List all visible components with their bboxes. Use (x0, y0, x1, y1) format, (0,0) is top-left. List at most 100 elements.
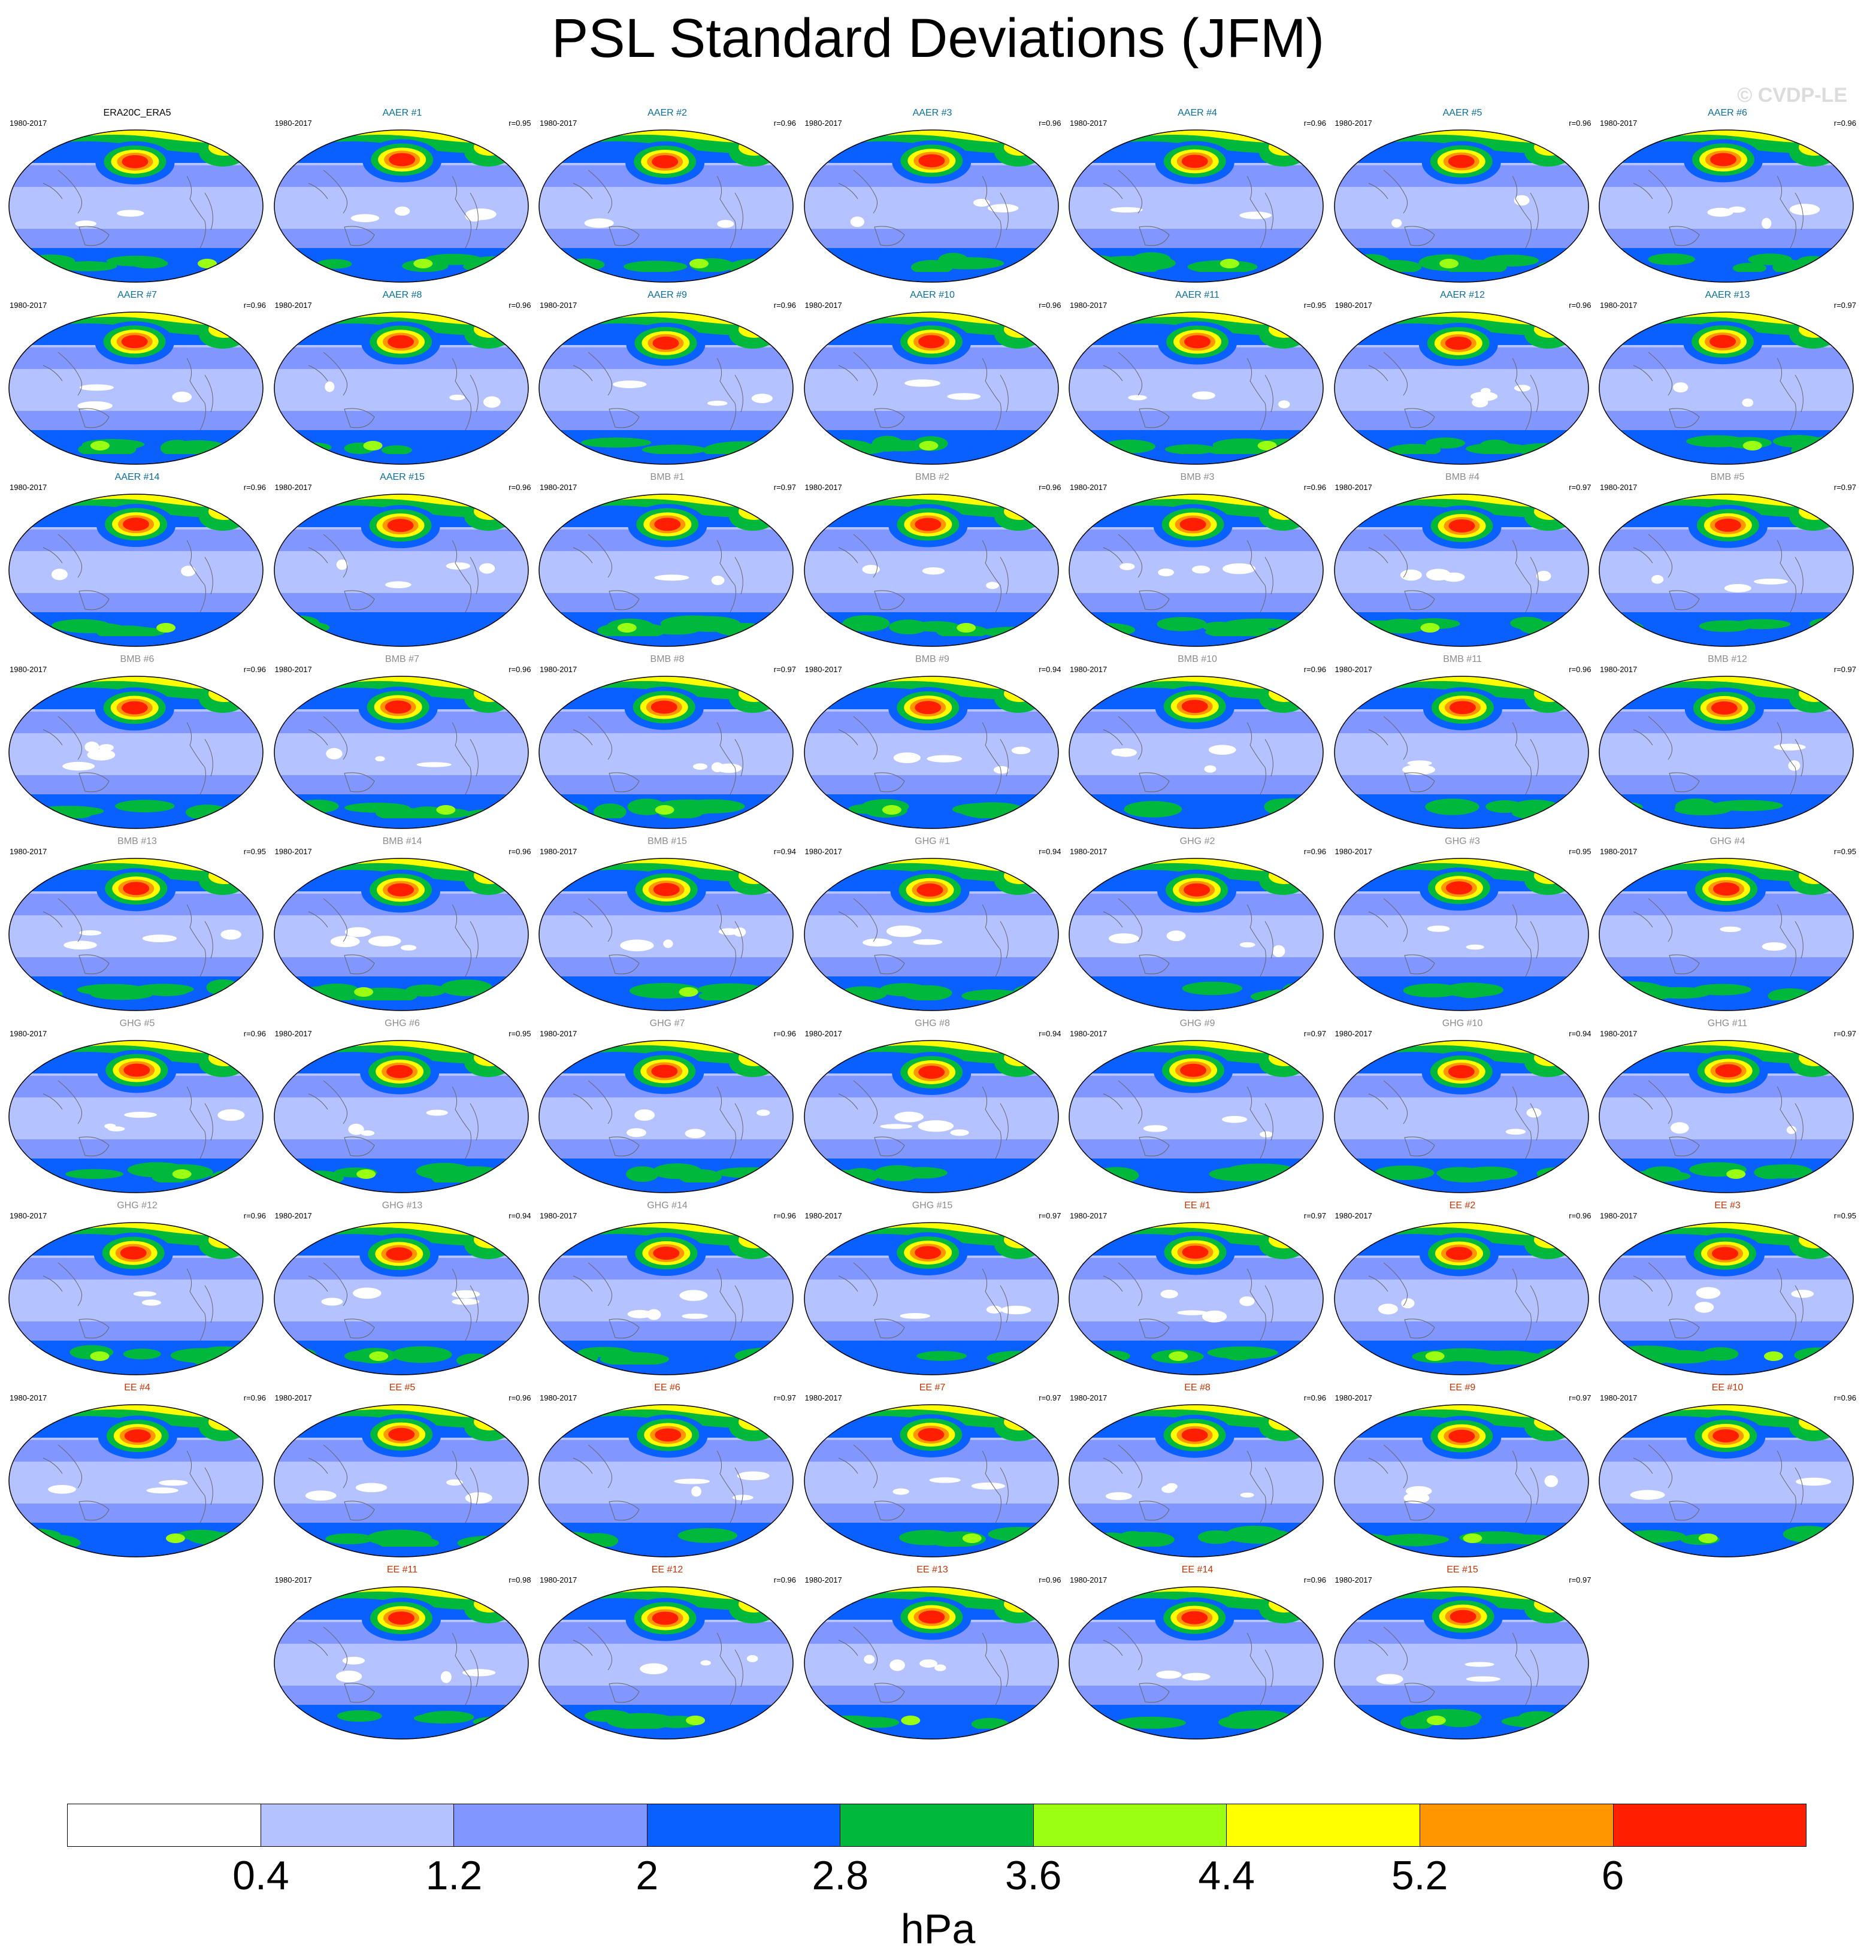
panel-period: 1980-2017 (274, 301, 312, 310)
panel-pattern-correlation: r=0.96 (1039, 483, 1061, 492)
coastline (1118, 170, 1142, 214)
coastline (588, 716, 612, 760)
coastline (1403, 954, 1435, 975)
map-panel: EE #6 1980-2017 r=0.97 (537, 1380, 797, 1562)
coastline (609, 1501, 640, 1521)
panel-pattern-correlation: r=0.94 (1039, 665, 1061, 674)
panel-period: 1980-2017 (1335, 665, 1372, 674)
panel-pattern-correlation: r=0.94 (1039, 847, 1061, 856)
panel-pattern-correlation: r=0.95 (1303, 301, 1326, 310)
coastline (609, 772, 640, 793)
psl-stddev-map (538, 129, 794, 283)
psl-stddev-map (1599, 494, 1854, 647)
coastline (452, 1450, 471, 1523)
coastline (1368, 1093, 1388, 1110)
coastline (734, 1467, 743, 1505)
coastline (1264, 1285, 1273, 1323)
psl-stddev-map (803, 676, 1059, 829)
panel-period: 1980-2017 (804, 1393, 842, 1402)
panel-pattern-correlation: r=0.94 (773, 847, 796, 856)
coastline (982, 540, 1001, 613)
psl-stddev-map (538, 1222, 794, 1375)
psl-stddev-map (1599, 1222, 1854, 1375)
panel-title: EE #5 (389, 1383, 416, 1393)
map-panel: BMB #15 1980-2017 r=0.94 (537, 834, 797, 1016)
map-panel: BMB #13 1980-2017 r=0.95 (7, 834, 267, 1016)
coastline (43, 911, 63, 928)
coastline (470, 921, 479, 959)
coastline (734, 921, 743, 959)
coastline (609, 408, 640, 428)
panel-pattern-correlation: r=0.97 (1833, 1029, 1856, 1038)
map-panel: AAER #4 1980-2017 r=0.96 (1067, 105, 1327, 288)
coastline (308, 729, 328, 746)
coastline (1512, 1086, 1532, 1159)
panel-period: 1980-2017 (804, 1211, 842, 1220)
psl-stddev-map (1069, 129, 1324, 283)
coastline (853, 534, 878, 578)
panel-title: EE #13 (916, 1565, 948, 1575)
panel-pattern-correlation: r=0.96 (243, 1393, 266, 1402)
psl-stddev-map (1069, 311, 1324, 465)
coastline (838, 183, 858, 199)
coastline (1103, 183, 1123, 199)
coastline (1103, 1457, 1123, 1474)
panel-title: GHG #6 (385, 1018, 420, 1029)
map-panel: BMB #10 1980-2017 r=0.96 (1067, 652, 1327, 834)
panel-title: GHG #11 (1707, 1018, 1748, 1029)
coastline (470, 1649, 479, 1687)
panel-title: BMB #9 (915, 654, 949, 664)
psl-stddev-map (1333, 129, 1589, 283)
panel-pattern-correlation: r=0.97 (1303, 1211, 1326, 1220)
panel-title: EE #2 (1449, 1200, 1476, 1211)
colorbar-box (647, 1804, 841, 1846)
coastline (1368, 911, 1388, 928)
coastline (1264, 1103, 1273, 1141)
panel-title: EE #12 (651, 1565, 683, 1575)
coastline (1403, 590, 1435, 610)
panel-pattern-correlation: r=0.98 (509, 1575, 531, 1584)
coastline (452, 1268, 471, 1341)
map-panel: GHG #13 1980-2017 r=0.94 (273, 1198, 532, 1380)
panel-pattern-correlation: r=0.96 (773, 1211, 796, 1220)
map-panel: EE #1 1980-2017 r=0.97 (1067, 1198, 1327, 1380)
psl-stddev-map (803, 1222, 1059, 1375)
coastline (1368, 365, 1388, 382)
coastline (1403, 1501, 1435, 1521)
panel-pattern-correlation: r=0.97 (773, 1393, 796, 1402)
panel-pattern-correlation: r=0.96 (773, 119, 796, 128)
panel-pattern-correlation: r=0.96 (1569, 665, 1591, 674)
map-panel: BMB #9 1980-2017 r=0.94 (803, 652, 1063, 834)
coastline (588, 1444, 612, 1489)
coastline (853, 1626, 878, 1671)
map-panel: AAER #10 1980-2017 r=0.96 (803, 288, 1063, 470)
coastline (186, 904, 206, 977)
map-panel: EE #12 1980-2017 r=0.96 (537, 1562, 797, 1744)
psl-stddev-map (273, 1040, 529, 1193)
coastline (58, 170, 82, 214)
psl-stddev-map (273, 311, 529, 465)
psl-stddev-map (1069, 858, 1324, 1011)
panel-period: 1980-2017 (540, 483, 577, 492)
coastline (1669, 1136, 1700, 1157)
panel-title: GHG #13 (382, 1200, 423, 1211)
coastline (1530, 739, 1539, 777)
panel-title: BMB #5 (1710, 472, 1745, 482)
panel-period: 1980-2017 (804, 1029, 842, 1038)
colorbar-ticks: 0.4 1.2 2 2.8 3.6 4.4 5.2 6 (0, 1852, 1876, 1906)
coastline (1530, 1649, 1539, 1687)
coastline (452, 358, 471, 431)
panel-title: GHG #15 (912, 1200, 953, 1211)
coastline (470, 1103, 479, 1141)
panel-pattern-correlation: r=0.97 (1833, 665, 1856, 674)
coastline (873, 590, 905, 610)
coastline (1139, 226, 1170, 246)
coastline (343, 408, 375, 428)
map-panel: AAER #5 1980-2017 r=0.96 (1333, 105, 1593, 288)
coastline (1000, 1649, 1009, 1687)
psl-stddev-map (1069, 1040, 1324, 1193)
coastline (1648, 898, 1672, 942)
panel-pattern-correlation: r=0.97 (1569, 1575, 1591, 1584)
psl-stddev-map (803, 311, 1059, 465)
coastline (204, 1103, 213, 1141)
